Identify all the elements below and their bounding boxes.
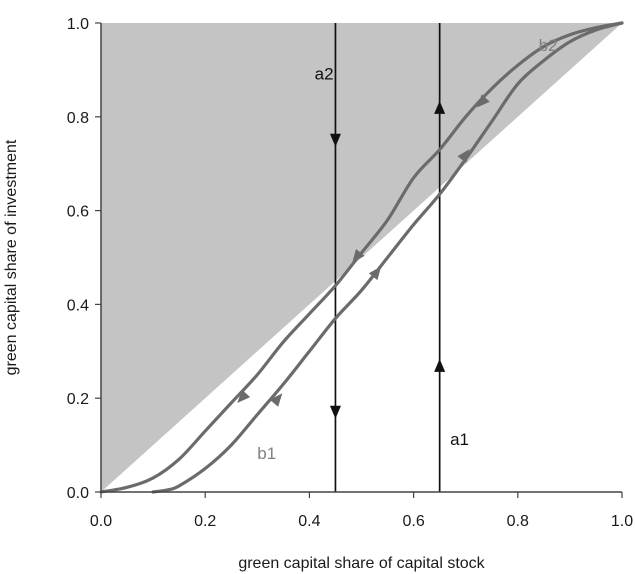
y-tick-label: 1.0 bbox=[67, 16, 89, 33]
series-arrows bbox=[237, 94, 490, 407]
y-tick-label: 0.4 bbox=[67, 297, 89, 314]
x-tick-label: 0.4 bbox=[298, 513, 320, 530]
annotation-a1: a1 bbox=[450, 430, 469, 449]
x-axis-title: green capital share of capital stock bbox=[238, 555, 485, 572]
arrowhead-b1 bbox=[457, 149, 470, 163]
y-tick-label: 0.6 bbox=[67, 204, 89, 221]
y-tick-label: 0.2 bbox=[67, 391, 89, 408]
y-tick-label: 0.0 bbox=[67, 485, 89, 502]
arrowhead-a2 bbox=[329, 405, 341, 419]
x-ticks: 0.0 0.2 0.4 0.6 0.8 1.0 bbox=[90, 492, 633, 530]
x-tick-label: 0.2 bbox=[194, 513, 216, 530]
arrowhead-b1 bbox=[269, 393, 283, 407]
x-tick-label: 0.0 bbox=[90, 513, 112, 530]
curve-b2 bbox=[99, 21, 624, 494]
arrowhead-b2 bbox=[237, 389, 251, 403]
x-tick-label: 0.8 bbox=[507, 513, 529, 530]
arrowhead-b2 bbox=[476, 94, 490, 108]
arrowhead-b1 bbox=[368, 266, 382, 281]
annotation-a2: a2 bbox=[315, 64, 334, 83]
y-axis-title: green capital share of investment bbox=[3, 139, 20, 375]
y-ticks: 0.0 0.2 0.4 0.6 0.8 1.0 bbox=[67, 16, 101, 502]
x-tick-label: 0.6 bbox=[402, 513, 424, 530]
x-tick-label: 1.0 bbox=[611, 513, 633, 530]
annotation-b2: b2 bbox=[539, 36, 558, 55]
arrowhead-a1 bbox=[434, 100, 446, 114]
arrowhead-a2 bbox=[329, 133, 341, 147]
vertical-lines bbox=[329, 23, 446, 492]
annotations: a1 a2 b1 b2 bbox=[257, 36, 557, 463]
annotation-b1: b1 bbox=[257, 444, 276, 463]
y-tick-label: 0.8 bbox=[67, 110, 89, 127]
arrowhead-a1 bbox=[434, 358, 446, 372]
arrowhead-b2 bbox=[352, 248, 365, 263]
